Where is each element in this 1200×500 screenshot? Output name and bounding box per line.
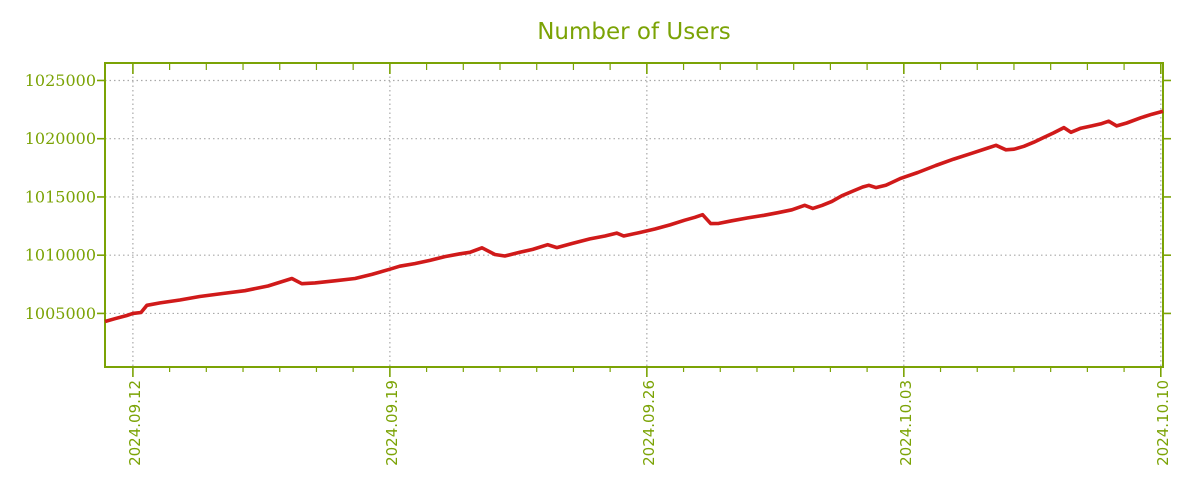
y-tick-label: 1020000: [25, 129, 96, 148]
y-axis-labels: 1005000 1010000 1015000 1020000 1025000: [25, 71, 96, 323]
x-tick-label: 2024.10.10: [1154, 380, 1172, 466]
x-tick-label: 2024.09.19: [383, 380, 401, 466]
plot-border: [104, 62, 1164, 368]
y-tick-label: 1010000: [25, 246, 96, 265]
data-line-number-of-users: [104, 109, 1164, 324]
x-tick-label: 2024.10.03: [897, 380, 915, 466]
x-tick-label: 2024.09.26: [640, 380, 658, 466]
axis-ticks: [97, 63, 1171, 377]
y-tick-label: 1025000: [25, 71, 96, 90]
y-tick-label: 1015000: [25, 187, 96, 206]
y-tick-label: 1005000: [25, 304, 96, 323]
x-tick-label: 2024.09.12: [126, 380, 144, 466]
x-axis-labels: 2024.09.12 2024.09.19 2024.09.26 2024.10.03…: [126, 380, 1172, 466]
gridlines: [105, 63, 1163, 367]
chart-title: Number of Users: [537, 19, 731, 45]
